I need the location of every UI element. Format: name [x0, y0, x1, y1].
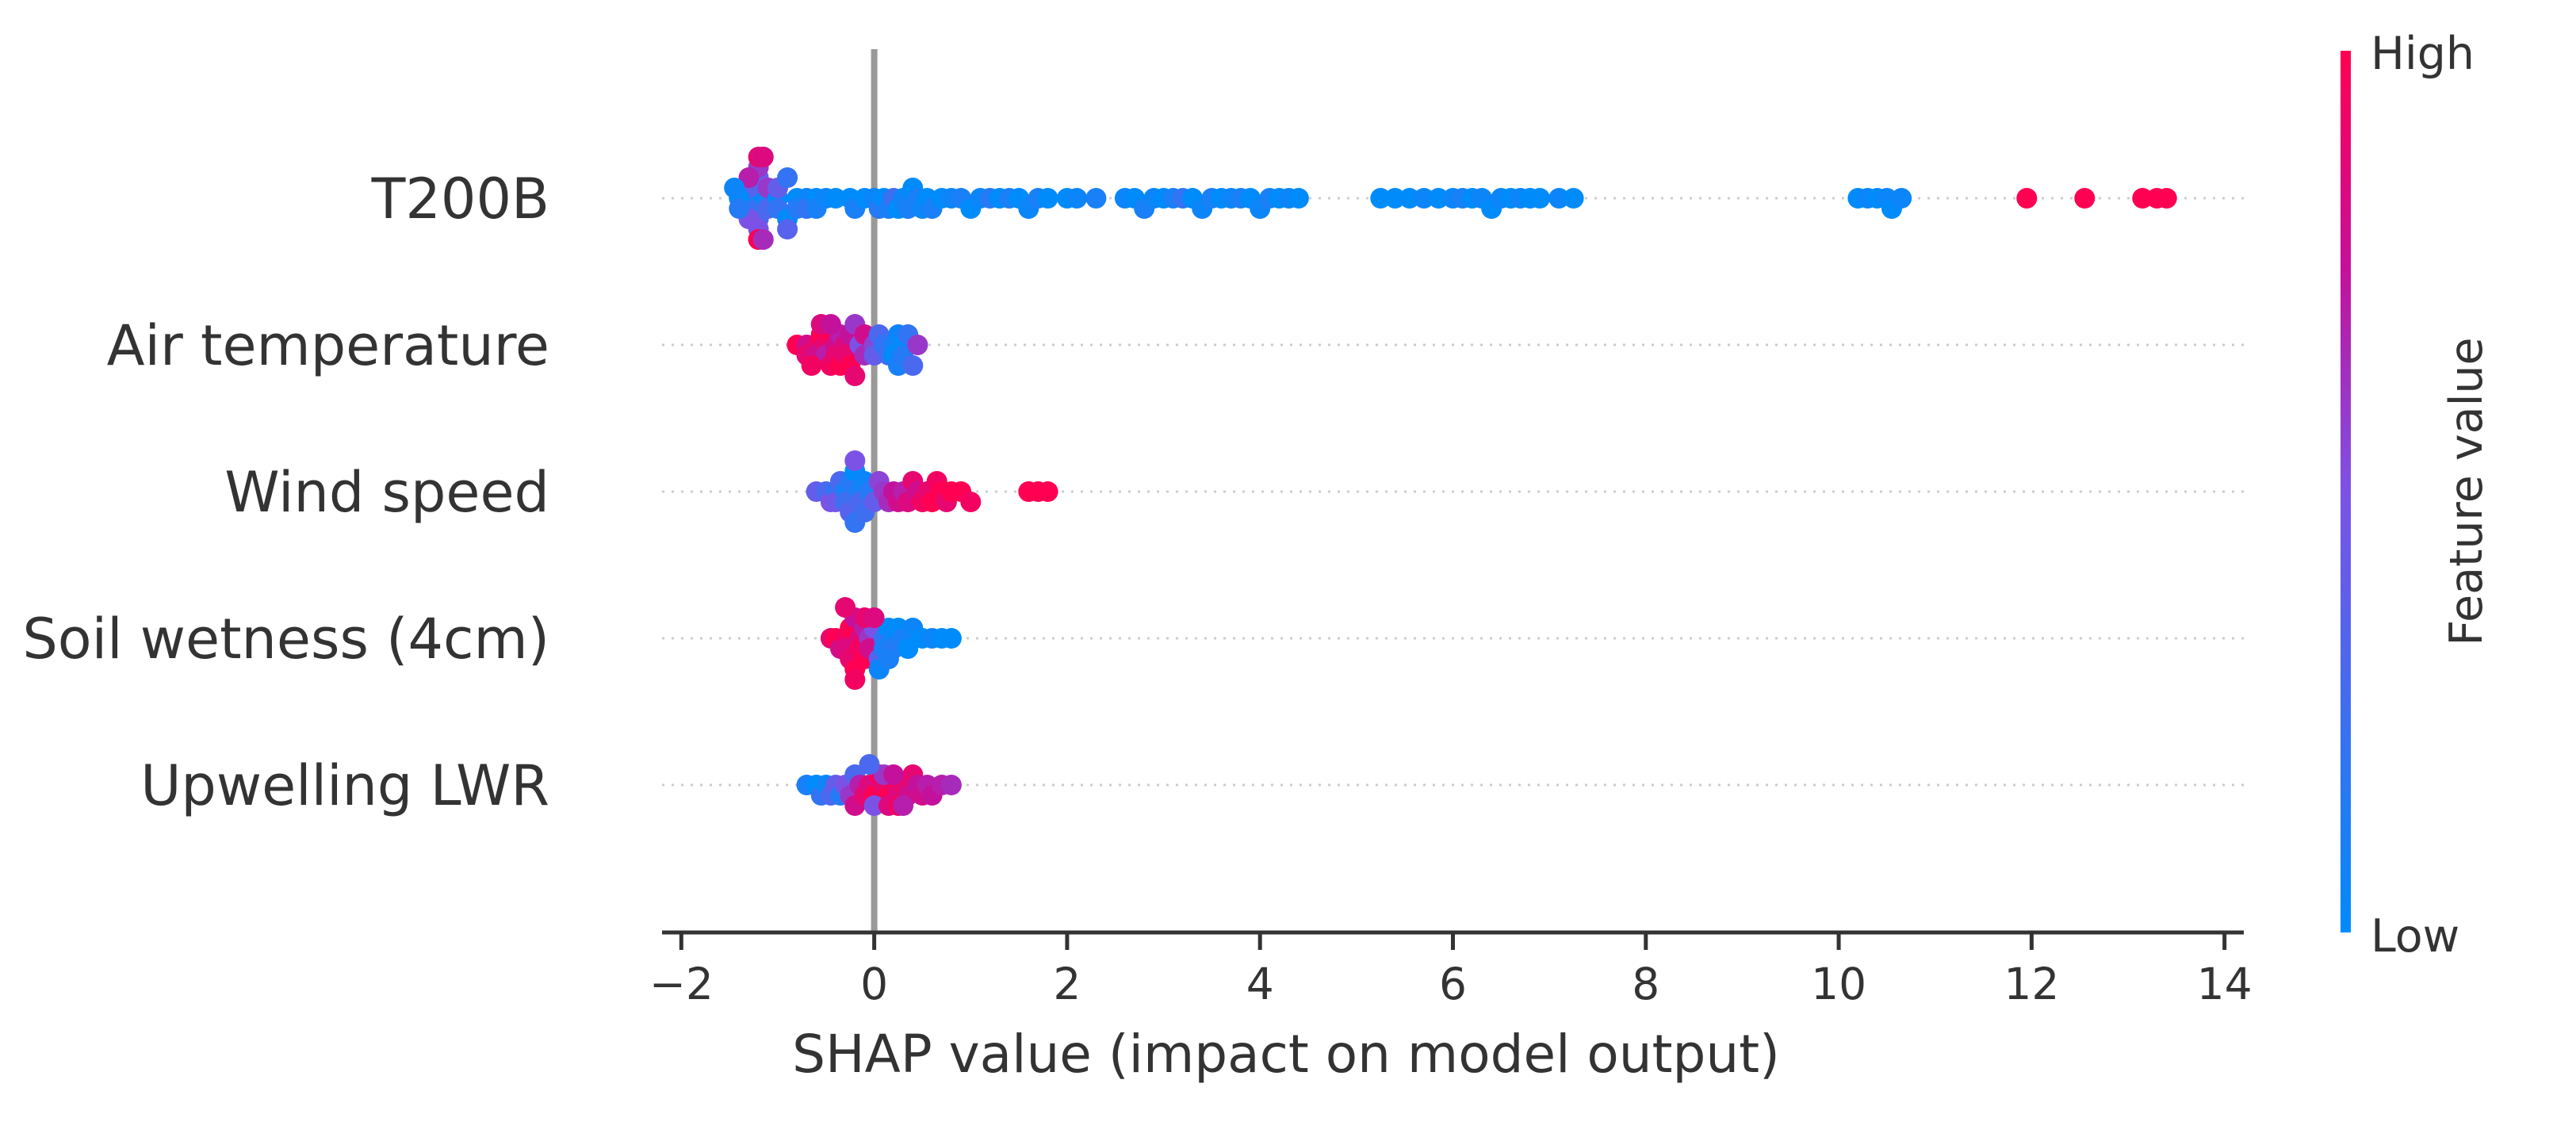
data-point [907, 335, 928, 355]
colorbar-high-label: High [2371, 28, 2475, 80]
data-point [940, 775, 962, 795]
data-point [863, 795, 885, 816]
data-point [1399, 188, 1420, 209]
feature-label: Upwelling LWR [140, 753, 549, 818]
data-point [835, 597, 856, 618]
data-point [820, 314, 841, 335]
data-point [902, 355, 924, 376]
data-point [1288, 188, 1309, 209]
data-point [729, 198, 750, 219]
x-tick-label: 4 [1246, 959, 1274, 1009]
x-tick-label: 14 [2197, 959, 2253, 1009]
data-point [777, 219, 798, 239]
data-point [2016, 188, 2038, 209]
data-point [2132, 188, 2153, 209]
data-point [1563, 188, 1584, 209]
colorbar-low-label: Low [2371, 910, 2459, 963]
x-axis: −2 0 2 4 6 8 10 12 14 [649, 930, 2253, 1009]
data-point [2156, 188, 2177, 209]
data-point [844, 669, 866, 690]
data-point [940, 628, 962, 649]
data-point [1428, 188, 1449, 209]
data-point [1414, 188, 1434, 209]
feature-label: T200B [371, 167, 549, 232]
data-point [752, 229, 774, 250]
data-points [724, 147, 2177, 816]
colorbar [2341, 51, 2351, 932]
x-tick-label: 12 [2004, 959, 2059, 1009]
data-point [1548, 188, 1570, 209]
data-point [1384, 188, 1406, 209]
data-point [960, 492, 982, 512]
colorbar-title: Feature value [2440, 337, 2493, 645]
data-point [1370, 188, 1391, 209]
x-tick-label: 8 [1632, 959, 1659, 1009]
data-point [752, 147, 774, 167]
data-point [1037, 188, 1058, 209]
x-tick-label: −2 [649, 959, 714, 1009]
data-point [844, 450, 866, 471]
feature-label: Soil wetness (4cm) [22, 607, 549, 672]
feature-labels: T200B Air temperature Wind speed Soil wetne… [22, 167, 549, 818]
feature-label: Air temperature [107, 313, 549, 378]
x-tick-label: 2 [1053, 959, 1081, 1009]
x-tick-label: 0 [860, 959, 888, 1009]
data-point [777, 167, 798, 188]
data-point [893, 795, 914, 816]
data-point [1066, 188, 1088, 209]
data-point [738, 167, 760, 188]
data-point [844, 366, 866, 386]
data-point [1529, 188, 1550, 209]
x-tick-label: 10 [1811, 959, 1866, 1009]
x-axis-title: SHAP value (impact on model output) [792, 1024, 1780, 1085]
data-point [801, 355, 822, 376]
data-point [1037, 481, 1058, 502]
data-point [825, 188, 846, 209]
feature-label: Wind speed [224, 460, 549, 525]
data-point [883, 764, 904, 785]
data-point [1891, 188, 1912, 209]
data-point [1085, 188, 1107, 209]
x-tick-label: 6 [1439, 959, 1467, 1009]
data-point [863, 607, 885, 628]
data-point [859, 754, 880, 775]
data-point [878, 649, 899, 669]
data-point [724, 178, 745, 198]
data-point [898, 638, 919, 659]
data-point [2074, 188, 2096, 209]
